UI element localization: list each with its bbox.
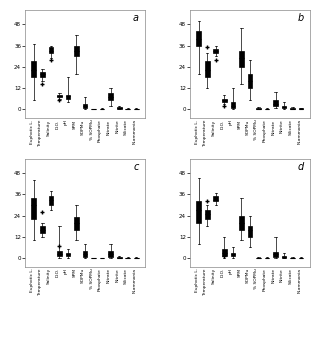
- PathPatch shape: [213, 49, 218, 53]
- PathPatch shape: [273, 100, 278, 106]
- PathPatch shape: [290, 108, 295, 109]
- Text: a: a: [133, 13, 139, 24]
- PathPatch shape: [230, 102, 235, 108]
- Text: d: d: [297, 162, 304, 172]
- PathPatch shape: [282, 106, 286, 108]
- PathPatch shape: [57, 95, 62, 97]
- PathPatch shape: [83, 104, 88, 108]
- PathPatch shape: [205, 210, 210, 219]
- PathPatch shape: [239, 51, 244, 67]
- PathPatch shape: [108, 93, 113, 100]
- PathPatch shape: [74, 217, 79, 230]
- PathPatch shape: [40, 72, 45, 77]
- PathPatch shape: [239, 215, 244, 230]
- PathPatch shape: [205, 62, 210, 77]
- PathPatch shape: [273, 252, 278, 257]
- PathPatch shape: [256, 108, 261, 109]
- PathPatch shape: [108, 251, 113, 257]
- PathPatch shape: [247, 74, 252, 88]
- PathPatch shape: [117, 107, 122, 109]
- PathPatch shape: [247, 226, 252, 237]
- PathPatch shape: [196, 31, 201, 45]
- PathPatch shape: [282, 256, 286, 258]
- Text: b: b: [297, 13, 304, 24]
- PathPatch shape: [40, 226, 45, 233]
- PathPatch shape: [196, 201, 201, 223]
- PathPatch shape: [117, 257, 122, 258]
- PathPatch shape: [32, 62, 36, 77]
- Text: c: c: [133, 162, 139, 172]
- PathPatch shape: [230, 253, 235, 256]
- PathPatch shape: [213, 196, 218, 201]
- PathPatch shape: [57, 251, 62, 256]
- PathPatch shape: [49, 47, 53, 53]
- PathPatch shape: [49, 196, 53, 205]
- PathPatch shape: [83, 251, 88, 257]
- PathPatch shape: [66, 95, 70, 98]
- PathPatch shape: [222, 249, 227, 256]
- PathPatch shape: [74, 45, 79, 56]
- PathPatch shape: [66, 253, 70, 256]
- PathPatch shape: [299, 108, 303, 109]
- PathPatch shape: [32, 198, 36, 219]
- PathPatch shape: [222, 98, 227, 102]
